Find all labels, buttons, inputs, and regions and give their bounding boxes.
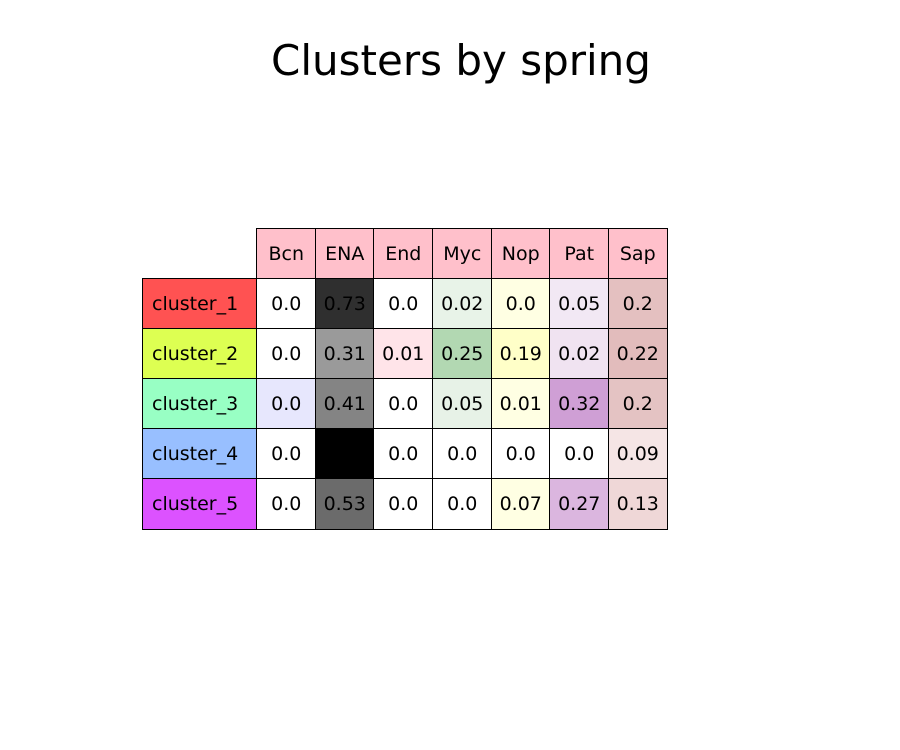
table-cell: 0.2 [608,378,668,430]
table-cell: 0.53 [315,478,375,530]
table-cell: 0.0 [256,478,317,530]
table-cell: 0.41 [315,378,375,430]
table-cell: 0.07 [491,478,551,530]
row-label-cluster_4: cluster_4 [142,428,258,480]
table-cell [315,428,375,480]
table-cell: 0.05 [549,278,610,330]
row-label-cluster_5: cluster_5 [142,478,258,530]
table-cell: 0.0 [491,278,551,330]
table-cell: 0.0 [549,428,610,480]
row-label-cluster_1: cluster_1 [142,278,258,330]
table-cell: 0.0 [432,428,493,480]
table-cell: 0.0 [491,428,551,480]
table-cell: 0.0 [256,278,317,330]
table-cell: 0.0 [256,378,317,430]
table-cell: 0.0 [256,428,317,480]
table-cell: 0.0 [373,278,434,330]
table-cell: 0.0 [432,478,493,530]
column-header-end: End [373,228,434,280]
table-cell: 0.01 [373,328,434,380]
column-header-nop: Nop [491,228,551,280]
column-header-myc: Myc [432,228,493,280]
table-cell: 0.02 [432,278,493,330]
chart-title: Clusters by spring [271,36,651,85]
table-cell: 0.2 [608,278,668,330]
table-cell: 0.27 [549,478,610,530]
column-header-ena: ENA [315,228,375,280]
table-cell: 0.0 [373,478,434,530]
row-label-cluster_2: cluster_2 [142,328,258,380]
table-cell: 0.73 [315,278,375,330]
row-label-cluster_3: cluster_3 [142,378,258,430]
table-cell: 0.09 [608,428,668,480]
column-header-sap: Sap [608,228,668,280]
table-cell: 0.31 [315,328,375,380]
table-cell: 0.13 [608,478,668,530]
table-cell: 0.0 [256,328,317,380]
table-cell: 0.19 [491,328,551,380]
column-header-pat: Pat [549,228,610,280]
table-cell: 0.25 [432,328,493,380]
table-cell: 0.0 [373,428,434,480]
table-cell: 0.02 [549,328,610,380]
table-cell: 0.22 [608,328,668,380]
column-header-bcn: Bcn [256,228,317,280]
table-cell: 0.01 [491,378,551,430]
table-cell: 0.0 [373,378,434,430]
table-cell: 0.05 [432,378,493,430]
table-cell: 0.32 [549,378,610,430]
